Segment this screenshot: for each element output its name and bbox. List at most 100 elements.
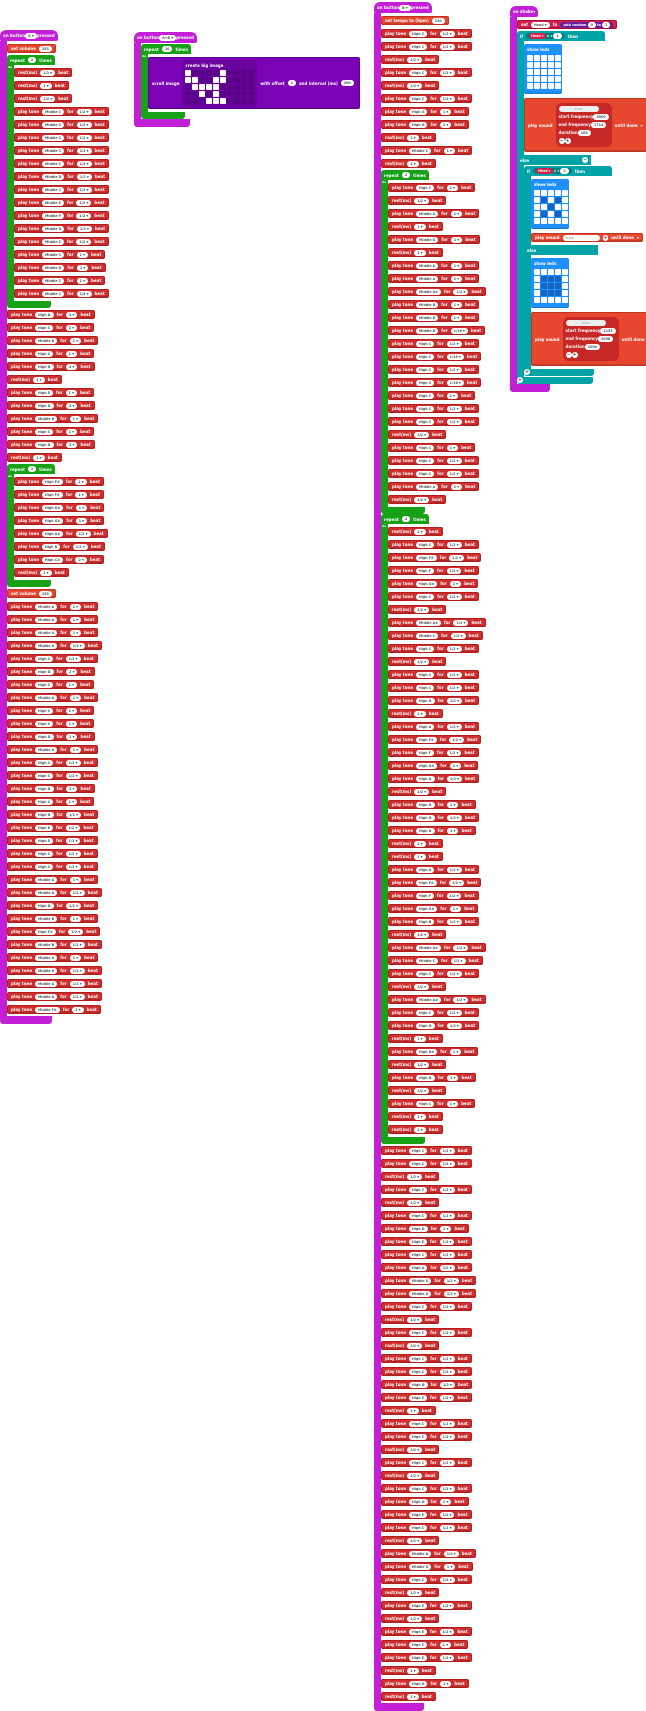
note-field[interactable]: High G [409,121,428,128]
duration-field[interactable]: 100 [577,130,591,136]
beat-dropdown[interactable]: 1/2 ▾ [407,82,423,89]
led-cell[interactable] [534,218,540,224]
led-cell[interactable] [534,69,540,75]
led-cell[interactable] [192,90,199,97]
set-tempo-block[interactable]: set tempo to (bpm) 120 [381,16,449,25]
beat-dropdown[interactable]: 1/2 ▾ [446,567,462,574]
led-cell[interactable] [555,62,561,68]
beat-dropdown[interactable]: 1/2 ▾ [439,1602,455,1609]
beat-dropdown[interactable]: 1/2 ▾ [439,1368,455,1375]
beat-dropdown[interactable]: 2 ▾ [65,441,78,448]
note-field[interactable]: High D [35,311,54,318]
plus-icon[interactable]: + [571,352,578,358]
note-field[interactable]: High C [35,681,54,688]
beat-dropdown[interactable]: 1/2 ▾ [439,1576,455,1583]
led-cell[interactable] [541,76,547,82]
beat-dropdown[interactable]: 1 ▾ [407,1693,419,1700]
note-field[interactable]: High D [35,785,54,792]
led-cell[interactable] [548,283,554,289]
rest-block[interactable]: rest(ms) 1/2 ▾ beat [381,1614,440,1623]
beat-dropdown[interactable]: 1/2 ▾ [439,1433,455,1440]
led-cell[interactable] [234,76,241,83]
note-field[interactable]: Middle A [409,1550,432,1557]
beat-dropdown[interactable]: 1/16 ▾ [450,327,468,334]
led-cell[interactable] [548,62,554,68]
play-tone-block[interactable]: play tone High D# for 1 ▾ beat [388,1047,479,1056]
rest-block[interactable]: rest(ms) 1/2 ▾ beat [381,1471,440,1480]
led-cell[interactable] [220,83,227,90]
beat-dropdown[interactable]: 1/2 ▾ [439,95,455,102]
note-field[interactable]: High F# [35,928,56,935]
led-cell[interactable] [548,197,554,203]
beat-dropdown[interactable]: 1 ▾ [414,1035,426,1042]
beat-dropdown[interactable]: 1/2 ▾ [446,723,462,730]
beat-dropdown[interactable]: 1 ▾ [65,428,78,435]
note-field[interactable]: Middle A# [416,996,441,1003]
beat-dropdown[interactable]: 1 ▾ [65,798,78,805]
compare-value-field[interactable]: 1 [553,33,562,39]
show-leds-block[interactable]: show leds [524,44,562,94]
note-field[interactable]: High C [409,1576,428,1583]
led-cell[interactable] [534,190,540,196]
note-field[interactable]: High C [416,379,435,386]
start-frequency-field[interactable]: 1155 [600,328,616,334]
beat-dropdown[interactable]: 1/2 ▾ [414,1061,430,1068]
condition-compare[interactable]: Head ▾ = ▾ 1 [526,33,565,39]
beat-dropdown[interactable]: 1 ▾ [414,840,426,847]
led-cell[interactable] [213,76,220,83]
led-cell[interactable] [234,97,241,104]
beat-dropdown[interactable]: 1/2 ▾ [65,902,81,909]
led-cell[interactable] [562,276,568,282]
beat-dropdown[interactable]: 1 ▾ [449,905,462,912]
play-tone-block[interactable]: play tone High G# for 1 ▾ beat [14,503,105,512]
beat-dropdown[interactable]: 1/2 ▾ [76,186,92,193]
note-field[interactable]: High C [409,1485,428,1492]
led-cell[interactable] [185,76,192,83]
note-field[interactable]: Middle C [42,251,65,258]
rest-block[interactable]: rest(ms) 1 ▾ beat [388,1034,443,1043]
equals-operator[interactable]: = ▾ [552,169,561,173]
minus-icon[interactable]: − [582,157,588,163]
set-volume-block-value[interactable]: 255 [38,45,52,52]
led-cell[interactable] [206,97,213,104]
led-cell[interactable] [541,297,547,303]
play-sound-block[interactable]: play sound ∿∿∿ start frequency 5000 end freq… [524,98,646,152]
note-field[interactable]: Middle D [42,173,65,180]
beat-dropdown[interactable]: 1/2 ▾ [439,1147,455,1154]
variable-pill[interactable]: Head ▾ [529,33,546,39]
plus-icon[interactable]: + [517,377,523,383]
note-field[interactable]: Middle A [35,954,58,961]
rest-block[interactable]: rest(ms) 1/2 ▾ beat [381,1445,440,1454]
note-field[interactable]: High C [416,645,435,652]
rest-block[interactable]: rest(ms) 1 ▾ beat [7,453,62,462]
note-field[interactable]: High C [409,1433,428,1440]
play-tone-block[interactable]: play tone High F# for 1/2 ▾ beat [388,735,482,744]
beat-dropdown[interactable]: 1/2 ▾ [453,996,469,1003]
note-field[interactable]: High G# [416,762,438,769]
led-cell[interactable] [562,269,568,275]
note-field[interactable]: High G [409,1680,428,1687]
led-cell[interactable] [548,83,554,89]
beat-dropdown[interactable]: 2 ▾ [65,668,78,675]
repeat-block[interactable]: repeat 2 times [381,170,429,180]
beat-dropdown[interactable]: 2 ▾ [65,402,78,409]
